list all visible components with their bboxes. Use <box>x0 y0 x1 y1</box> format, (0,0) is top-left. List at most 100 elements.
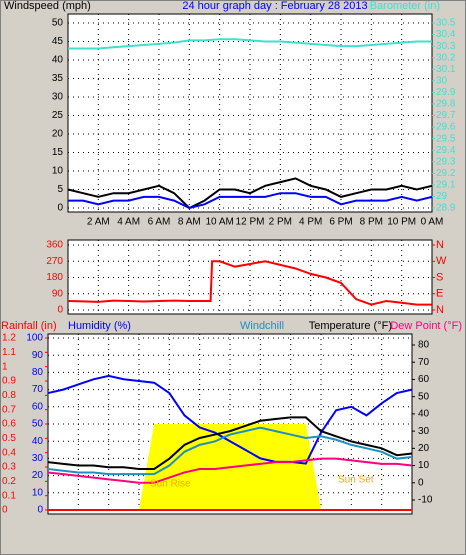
y2-tick-label: 40 <box>418 409 430 420</box>
y2-tick-label: 20 <box>418 443 430 454</box>
y2-tick-label: -10 <box>418 495 433 506</box>
y3-tick-label: 0.1 <box>2 490 16 501</box>
y-tick-label: 0 <box>57 203 63 214</box>
y-tick-label: 5 <box>57 184 63 195</box>
y3-tick-label: 0.8 <box>2 390 16 401</box>
y2-tick-label: 30.5 <box>436 18 456 29</box>
y-tick-label: 90 <box>32 350 44 361</box>
x-tick-label: 2 PM <box>269 217 292 228</box>
line <box>68 38 432 50</box>
y2-tick-label: 29.6 <box>436 122 456 133</box>
y3-tick-label: 0.6 <box>2 419 16 430</box>
legend-label: Temperature (°F) <box>309 320 392 332</box>
y2-tick-label: 30 <box>436 75 448 86</box>
y2-tick-label: S <box>436 271 443 283</box>
y3-tick-label: 0.4 <box>2 447 16 458</box>
x-tick-label: 4 AM <box>117 217 140 228</box>
y2-tick-label: 30.3 <box>436 41 456 52</box>
x-tick-label: 6 PM <box>329 217 352 228</box>
y-tick-label: 10 <box>32 487 44 498</box>
line <box>68 192 433 210</box>
line <box>47 426 413 476</box>
y2-tick-label: 29.1 <box>436 180 456 191</box>
line <box>47 457 413 484</box>
y2-tick-label: E <box>436 288 443 300</box>
y-tick-label: 360 <box>46 240 63 251</box>
y2-tick-label: 80 <box>418 340 430 351</box>
y2-tick-label: N <box>436 239 444 251</box>
y2-tick-label: 28.9 <box>436 203 456 214</box>
x-tick-label: 8 AM <box>178 217 201 228</box>
y2-tick-label: 29.2 <box>436 168 456 179</box>
y2-tick-label: 29.8 <box>436 99 456 110</box>
line <box>67 260 432 306</box>
line <box>47 374 413 465</box>
y-tick-label: 30 <box>32 453 44 464</box>
y-tick-label: 40 <box>32 436 44 447</box>
y-tick-label: 90 <box>52 288 64 299</box>
annotation: Sun Set <box>338 475 374 486</box>
y2-tick-label: 30.1 <box>436 64 456 75</box>
y2-tick-label: 0 <box>418 477 424 488</box>
y2-tick-label: N <box>436 304 444 316</box>
legend-label: Rainfall (in) <box>1 320 57 332</box>
x-tick-label: 4 PM <box>299 217 322 228</box>
y3-tick-label: 1.2 <box>2 333 16 344</box>
y-tick-label: 0 <box>37 505 43 516</box>
y-tick-label: 50 <box>32 419 44 430</box>
x-tick-label: 10 PM <box>387 217 416 228</box>
line <box>67 177 433 210</box>
y-axis-label: Windspeed (mph) <box>4 0 91 12</box>
y-tick-label: 40 <box>52 55 64 66</box>
chart-title: 24 hour graph day : February 28 2013 <box>182 0 367 12</box>
y3-tick-label: 0.9 <box>2 376 16 387</box>
y3-tick-label: 0.5 <box>2 433 16 444</box>
y-tick-label: 50 <box>52 18 64 29</box>
legend-label: Windchill <box>240 320 284 332</box>
y2-axis-label: Barometer (in) <box>370 0 440 12</box>
y-tick-label: 70 <box>32 384 44 395</box>
legend-label: Humidity (%) <box>68 320 131 332</box>
y2-tick-label: 29.7 <box>436 110 456 121</box>
y3-tick-label: 1.1 <box>2 347 16 358</box>
y-tick-label: 35 <box>52 73 64 84</box>
y2-tick-label: 29.9 <box>436 87 456 98</box>
y2-tick-label: 29.4 <box>436 145 456 156</box>
y2-tick-label: 60 <box>418 374 430 385</box>
y-tick-label: 0 <box>57 305 63 316</box>
y-tick-label: 20 <box>32 470 44 481</box>
y3-tick-label: 0 <box>2 505 8 516</box>
y-tick-label: 15 <box>52 147 64 158</box>
y-tick-label: 20 <box>52 129 64 140</box>
y2-tick-label: W <box>436 255 447 267</box>
y2-tick-label: 30 <box>418 426 430 437</box>
y-tick-label: 10 <box>52 166 64 177</box>
y2-tick-label: 30.4 <box>436 29 456 40</box>
y2-tick-label: 29 <box>436 191 448 202</box>
annotation: Sun Rise <box>150 479 191 490</box>
y3-tick-label: 0.3 <box>2 462 16 473</box>
y2-tick-label: 29.3 <box>436 156 456 167</box>
x-tick-label: 6 AM <box>148 217 171 228</box>
x-tick-label: 0 AM <box>421 217 444 228</box>
y-tick-label: 45 <box>52 36 64 47</box>
x-tick-label: 12 PM <box>236 217 265 228</box>
y-tick-label: 180 <box>46 272 63 283</box>
y-tick-label: 30 <box>52 92 64 103</box>
y-tick-label: 100 <box>26 333 43 344</box>
line <box>47 416 413 470</box>
y-tick-label: 80 <box>32 367 44 378</box>
y-tick-label: 270 <box>46 256 63 267</box>
x-tick-label: 8 PM <box>360 217 383 228</box>
legend-label: Dew Point (°F) <box>390 320 462 332</box>
x-tick-label: 2 AM <box>87 217 110 228</box>
y2-tick-label: 70 <box>418 357 430 368</box>
y2-tick-label: 29.5 <box>436 133 456 144</box>
y-tick-label: 25 <box>52 110 64 121</box>
y3-tick-label: 0.7 <box>2 404 16 415</box>
y3-tick-label: 1 <box>2 361 8 372</box>
y2-tick-label: 10 <box>418 460 430 471</box>
y3-tick-label: 0.2 <box>2 476 16 487</box>
